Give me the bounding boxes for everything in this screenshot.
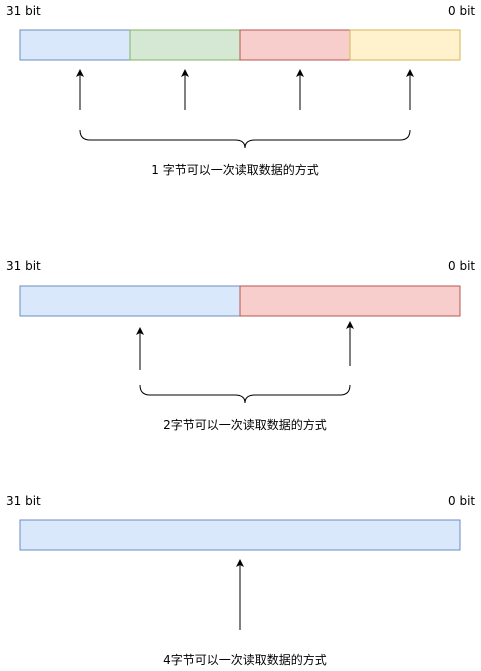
lsb-label: 0 bit [448, 494, 475, 508]
byte-segment-2 [129, 29, 241, 61]
byte-segment-1 [239, 29, 351, 61]
halfword-segment-high [19, 285, 241, 317]
byte-segment-3 [19, 29, 131, 61]
grouping-brace [79, 129, 411, 149]
word-segment [19, 519, 461, 551]
byte-segment-0 [349, 29, 461, 61]
section-2-bytes: 31 bit 0 bit 2字节可以一次读取数据的方式 [6, 259, 475, 432]
lsb-label: 0 bit [448, 259, 475, 273]
section-caption: 1 字节可以一次读取数据的方式 [151, 162, 318, 177]
section-1-byte: 31 bit 0 bit 1 字节可以一次读取数据的方式 [6, 4, 475, 177]
msb-label: 31 bit [6, 259, 41, 273]
lsb-label: 0 bit [448, 4, 475, 18]
grouping-brace [139, 384, 351, 404]
msb-label: 31 bit [6, 494, 41, 508]
section-caption: 4字节可以一次读取数据的方式 [163, 652, 327, 667]
msb-label: 31 bit [6, 4, 41, 18]
section-caption: 2字节可以一次读取数据的方式 [163, 417, 327, 432]
section-4-bytes: 31 bit 0 bit 4字节可以一次读取数据的方式 [6, 494, 475, 667]
halfword-segment-low [239, 285, 461, 317]
